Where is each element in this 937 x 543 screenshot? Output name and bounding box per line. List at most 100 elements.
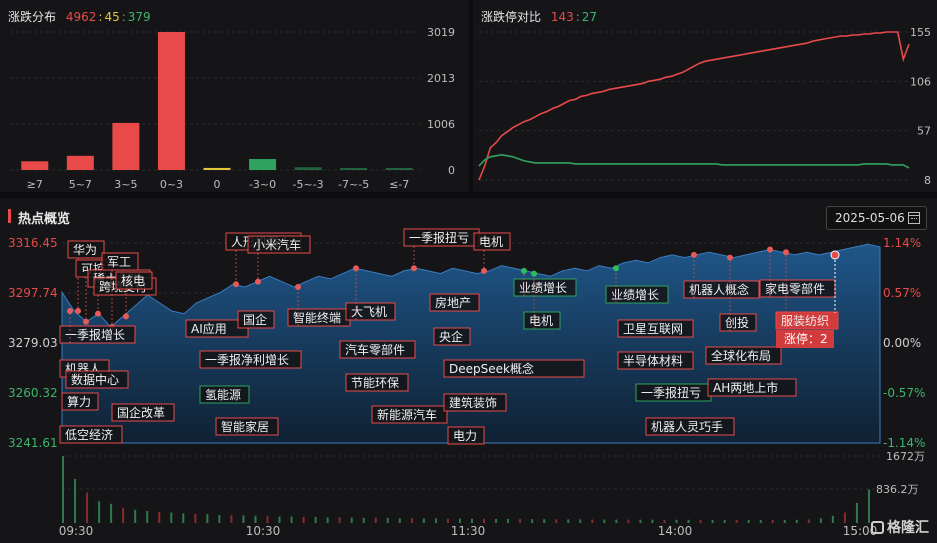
label-text: 央企 <box>439 329 463 344</box>
label-box <box>67 240 105 259</box>
volume-bar <box>266 516 269 523</box>
label-text: 家电零部件 <box>765 281 825 296</box>
volume-bar <box>543 519 546 523</box>
y-right-label: -1.14% <box>883 436 925 450</box>
volume-bar <box>591 519 594 523</box>
label-box <box>59 425 123 444</box>
hot-label: 一季报增长 <box>59 325 136 344</box>
hot-label: 建筑装饰 <box>443 393 507 412</box>
volume-bar <box>290 516 293 523</box>
label-box <box>605 285 669 304</box>
volume-bar <box>663 519 666 523</box>
x-tick-label: 11:30 <box>451 524 486 538</box>
volume-bar <box>158 511 161 523</box>
y-left-label: 3279.03 <box>8 336 58 350</box>
volume-bar <box>471 518 473 523</box>
label-text: 机器人概念 <box>689 282 749 297</box>
label-dot <box>353 265 359 272</box>
limit-title: 涨跌停对比 <box>481 10 542 24</box>
label-text: 一季报净利增长 <box>205 352 289 367</box>
hot-label: 新能源汽车 <box>371 405 448 424</box>
hot-label: 国企改革 <box>111 403 175 422</box>
hot-label: 国企 <box>237 310 275 329</box>
active-tooltip: 涨停：2 <box>776 250 840 348</box>
x-tick-label: 3~5 <box>114 178 137 191</box>
volume-bar <box>639 519 642 523</box>
label-text: 国企改革 <box>117 405 165 420</box>
hot-label: 业绩增长 <box>513 278 577 297</box>
limit-header: 涨跌停对比 143:27 <box>481 10 598 24</box>
label-box <box>719 313 757 332</box>
volume-bar <box>422 518 425 523</box>
label-box <box>111 403 175 422</box>
hot-label: 家电零部件 <box>759 279 836 298</box>
hot-overview-title: 热点概览 <box>18 212 71 227</box>
volume-bar <box>627 519 630 523</box>
bar <box>340 168 368 170</box>
volume-bar <box>807 519 810 523</box>
y-left-label: 3241.61 <box>8 436 58 450</box>
y-right-label: 0.57% <box>883 286 921 300</box>
y-right-label: -0.57% <box>883 386 925 400</box>
x-tick-label: 0~3 <box>160 178 183 191</box>
logo-icon <box>871 521 884 534</box>
label-box <box>705 346 782 365</box>
y-tick-label: 106 <box>910 75 931 88</box>
label-box <box>433 327 471 346</box>
bar <box>157 32 185 170</box>
volume-bar <box>170 512 173 523</box>
volume-bar <box>182 513 185 523</box>
x-tick-label: 5~7 <box>69 178 92 191</box>
label-dot <box>75 308 81 315</box>
volume-tick-label: 1672万 <box>886 450 925 463</box>
label-text: 电机 <box>529 314 553 328</box>
label-text: 低空经济 <box>65 427 113 442</box>
label-dot <box>233 281 239 288</box>
label-box <box>617 319 694 338</box>
label-box <box>683 280 760 299</box>
label-text: 一季报扭亏 <box>641 385 701 400</box>
hot-label: 核电 <box>115 271 153 290</box>
hot-label: 全球化布局 <box>705 346 782 365</box>
volume-bar <box>98 501 101 523</box>
distribution-header: 涨跌分布 4962:45:379 <box>8 10 151 24</box>
date-picker[interactable]: 2025-05-06 <box>826 206 927 230</box>
y-tick-label: 155 <box>910 26 931 39</box>
y-tick-label: 0 <box>448 164 455 177</box>
calendar-icon[interactable] <box>908 212 920 224</box>
label-text: 数据中心 <box>71 372 119 387</box>
label-text: AH两地上市 <box>713 380 778 395</box>
index-area <box>61 243 881 444</box>
tooltip-dot <box>830 250 840 260</box>
hot-label: 电力 <box>447 426 485 445</box>
hot-label: 电机 <box>473 232 511 251</box>
label-box <box>247 235 311 254</box>
label-box <box>429 293 480 312</box>
volume-bar <box>699 519 702 523</box>
label-text: 算力 <box>67 394 91 409</box>
volume-bar <box>867 489 870 523</box>
label-box <box>345 302 396 321</box>
volume-bar <box>86 492 89 523</box>
bar <box>294 167 322 170</box>
x-tick-label: ≥7 <box>27 178 43 191</box>
hot-label: 业绩增长 <box>605 285 669 304</box>
label-text: 房地产 <box>435 295 471 310</box>
hot-label: 一季报扭亏 <box>403 228 480 247</box>
volume-bar <box>711 519 714 523</box>
label-text: 服装纺织 <box>781 314 829 328</box>
volume-bar <box>579 519 582 523</box>
volume-bar <box>675 519 678 523</box>
volume-bar <box>410 518 413 523</box>
volume-bar <box>555 519 558 523</box>
distribution-panel: 涨跌分布 4962:45:379 3019 2013 1006 0 ≥7 5~7 3~5 0~… <box>0 0 469 192</box>
series-line <box>478 153 910 169</box>
label-text: 新能源汽车 <box>377 407 437 422</box>
label-text: 大飞机 <box>351 305 387 319</box>
watermark-text: 格隆汇 <box>887 520 929 536</box>
volume-bar <box>759 519 762 523</box>
label-dot <box>481 267 487 274</box>
hot-label: AH两地上市 <box>707 378 797 397</box>
label-text: 电力 <box>453 429 477 443</box>
volume-bar <box>62 456 64 523</box>
